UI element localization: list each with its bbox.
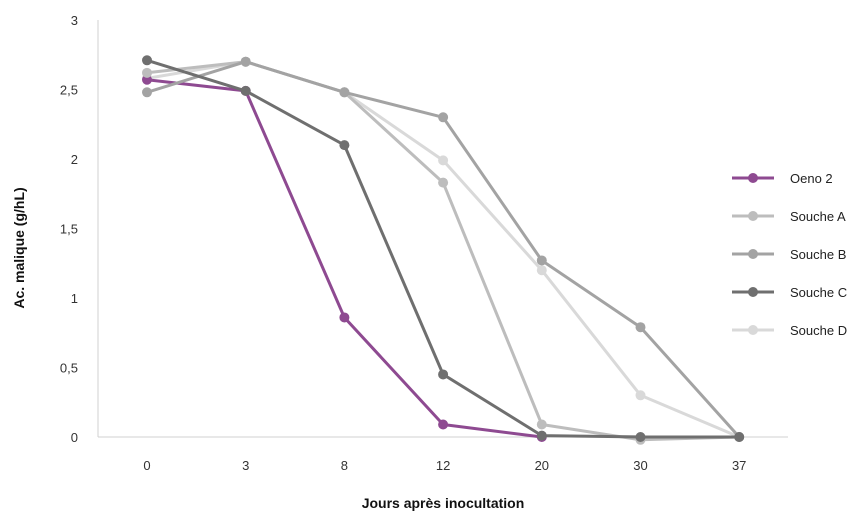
y-tick-label: 1 [71,291,78,306]
series-souche-b [142,56,745,442]
series-line [146,78,542,439]
legend-swatch-marker [748,249,758,259]
legend-label: Oeno 2 [790,171,833,186]
y-tick-label: 1,5 [60,222,78,237]
legend-label: Souche B [790,247,846,262]
x-tick-label: 8 [341,458,348,473]
data-point [339,87,350,98]
y-axis-ticks: 0 0,5 1 1,5 2 2,5 3 [60,13,78,445]
series-souche-c [142,55,745,442]
x-axis-ticks: 0 3 8 12 20 30 37 [143,458,746,473]
legend-item: Souche B [732,247,846,262]
legend-item: Souche C [732,285,847,300]
y-axis-title: Ac. malique (g/hL) [11,187,27,308]
x-tick-label: 0 [143,458,150,473]
data-point [142,87,152,98]
legend-item: Souche A [732,209,846,224]
y-tick-label: 2 [71,152,78,167]
x-tick-label: 12 [436,458,450,473]
x-tick-label: 20 [535,458,549,473]
data-point [240,56,251,67]
data-point [438,369,449,380]
x-tick-label: 30 [633,458,647,473]
data-point [536,265,547,276]
data-point [536,430,547,441]
y-tick-label: 0,5 [60,361,78,376]
legend-swatch-marker [748,173,758,183]
data-point [536,419,547,430]
data-point [635,390,646,401]
data-point [438,155,449,166]
legend-item: Souche D [732,323,847,338]
legend-label: Souche D [790,323,847,338]
x-tick-label: 37 [732,458,746,473]
data-point [438,419,449,430]
data-point [142,55,152,66]
legend-swatch-marker [748,211,758,221]
plot-area: 0 0,5 1 1,5 2 2,5 3 0 3 8 12 20 30 37 [60,13,788,473]
legend: Oeno 2 Souche A Souche B Souche C Souche D [732,171,847,338]
data-point [142,67,152,78]
y-tick-label: 0 [71,430,78,445]
data-point [438,177,449,188]
y-tick-label: 2,5 [60,83,78,98]
data-point [635,322,646,333]
series-oeno-2 [142,74,547,442]
data-point [339,140,350,151]
data-point [635,432,646,442]
legend-label: Souche A [790,209,846,224]
legend-swatch-marker [748,325,758,335]
legend-swatch-marker [748,287,758,297]
data-point [438,112,449,123]
data-point [536,255,547,266]
legend-label: Souche C [790,285,847,300]
data-point [734,432,745,442]
data-point [240,85,251,96]
data-point [142,74,152,85]
data-point [339,312,350,323]
x-axis-title: Jours après inocultation [362,495,525,511]
y-tick-label: 3 [71,13,78,28]
legend-item: Oeno 2 [732,171,833,186]
x-tick-label: 3 [242,458,249,473]
series-layer [142,55,745,445]
